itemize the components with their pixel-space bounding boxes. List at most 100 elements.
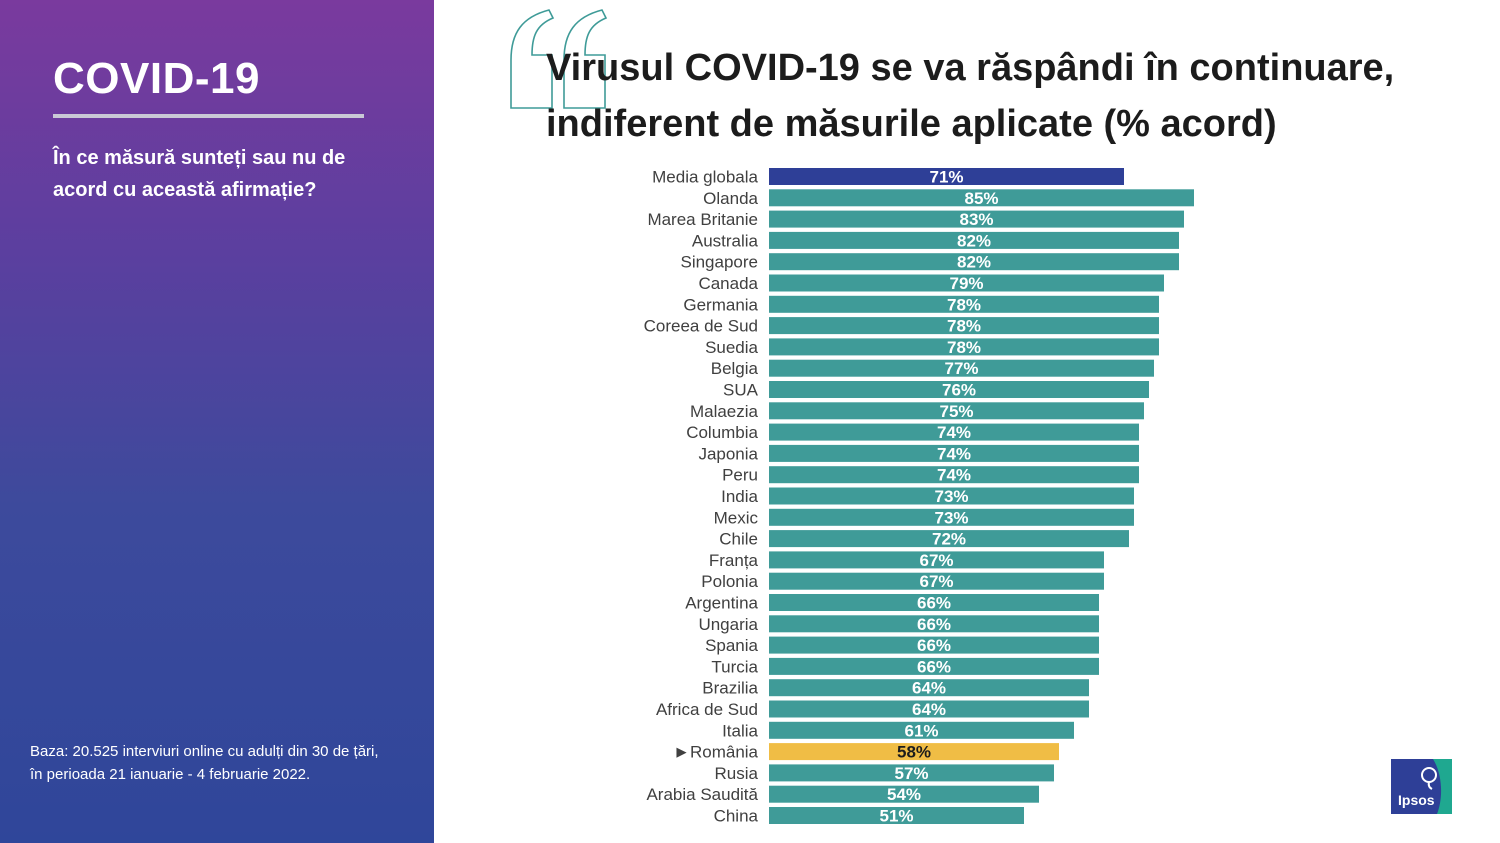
- category-label: Olanda: [703, 189, 758, 208]
- value-label: 61%: [904, 721, 938, 740]
- value-label: 74%: [937, 423, 971, 442]
- category-label: Africa de Sud: [656, 700, 758, 719]
- value-label: 67%: [919, 551, 953, 570]
- category-label: India: [721, 487, 758, 506]
- category-label: ►România: [673, 743, 758, 762]
- value-label: 74%: [937, 466, 971, 485]
- category-label: Chile: [719, 530, 758, 549]
- bar: [769, 679, 1089, 697]
- category-label: Spania: [705, 636, 758, 655]
- bar: [769, 189, 1194, 207]
- value-label: 51%: [879, 807, 913, 826]
- bar: [769, 530, 1129, 548]
- value-label: 77%: [944, 359, 978, 378]
- bar: [769, 317, 1159, 335]
- survey-question: În ce măsură sunteți sau nu de acord cu …: [53, 147, 346, 201]
- bar: [769, 168, 1124, 185]
- bar: [769, 615, 1099, 633]
- bar: [769, 785, 1039, 803]
- footnote-line-2: în perioada 21 ianuarie - 4 februarie 20…: [30, 766, 311, 783]
- ipsos-logo-icon: [1391, 759, 1452, 814]
- bar: [769, 700, 1089, 718]
- sample-footnote: Baza: 20.525 interviuri online cu adulți…: [30, 740, 425, 786]
- category-label: Germania: [683, 295, 758, 314]
- bar: [769, 381, 1149, 398]
- category-label: Argentina: [685, 594, 758, 613]
- bar: [769, 466, 1139, 484]
- category-label: Polonia: [701, 572, 758, 591]
- bar: [769, 594, 1099, 611]
- quote-mark-icon: [510, 9, 608, 109]
- value-label: 73%: [934, 487, 968, 506]
- category-label: Malaezia: [690, 402, 759, 421]
- value-label: 85%: [964, 189, 998, 208]
- chart-title-line-2: indiferent de măsurile aplicate (% acord…: [546, 103, 1277, 145]
- footnote-line-1: Baza: 20.525 interviuri online cu adulți…: [30, 743, 379, 760]
- value-label: 57%: [894, 764, 928, 783]
- sidebar-divider: [53, 114, 364, 118]
- value-label: 75%: [939, 402, 973, 421]
- bar: [769, 253, 1179, 271]
- category-label: Australia: [692, 231, 759, 250]
- bar: [769, 274, 1164, 292]
- category-label: Singapore: [680, 253, 758, 272]
- category-label: Coreea de Sud: [644, 317, 758, 336]
- value-label: 78%: [947, 317, 981, 336]
- value-label: 66%: [917, 657, 951, 676]
- bar: [769, 657, 1099, 675]
- value-label: 64%: [912, 700, 946, 719]
- bar: [769, 231, 1179, 249]
- category-label: Belgia: [711, 359, 759, 378]
- category-label: Brazilia: [702, 679, 758, 698]
- chart-title: Virusul COVID-19 se va răspândi în conti…: [546, 40, 1486, 152]
- value-label: 82%: [957, 231, 991, 250]
- value-label: 71%: [929, 168, 963, 187]
- bar: [769, 444, 1139, 462]
- bar: [769, 636, 1099, 654]
- bar: [769, 295, 1159, 313]
- value-label: 54%: [887, 785, 921, 804]
- value-label: 82%: [957, 253, 991, 272]
- bar: [769, 721, 1074, 739]
- category-label: Canada: [698, 274, 758, 293]
- category-label: China: [714, 807, 759, 826]
- bar: [769, 210, 1184, 228]
- category-label: Turcia: [711, 657, 758, 676]
- value-label: 64%: [912, 679, 946, 698]
- category-label: Japonia: [698, 444, 758, 463]
- logo-text: Ipsos: [1398, 792, 1435, 808]
- value-label: 66%: [917, 594, 951, 613]
- value-label: 72%: [932, 530, 966, 549]
- bar: [769, 487, 1134, 505]
- value-label: 73%: [934, 508, 968, 527]
- bar: [769, 807, 1024, 824]
- sidebar-panel: COVID-19 În ce măsură sunteți sau nu de …: [0, 0, 434, 843]
- value-label: 76%: [942, 381, 976, 400]
- bar: [769, 423, 1139, 441]
- value-label: 83%: [959, 210, 993, 229]
- category-label: Arabia Saudită: [646, 785, 758, 804]
- category-label: Mexic: [714, 508, 759, 527]
- category-label: Italia: [722, 721, 758, 740]
- bar: [769, 359, 1154, 377]
- category-label: Media globala: [652, 168, 758, 187]
- category-label: Ungaria: [698, 615, 758, 634]
- category-label: Marea Britanie: [647, 210, 758, 229]
- value-label: 78%: [947, 338, 981, 357]
- category-label: Suedia: [705, 338, 758, 357]
- value-label: 67%: [919, 572, 953, 591]
- bar: [769, 508, 1134, 526]
- bar: [769, 743, 1059, 761]
- value-label: 74%: [937, 444, 971, 463]
- bar: [769, 338, 1159, 356]
- value-label: 78%: [947, 295, 981, 314]
- category-label: Columbia: [686, 423, 758, 442]
- value-label: 66%: [917, 615, 951, 634]
- value-label: 79%: [949, 274, 983, 293]
- bar: [769, 764, 1054, 782]
- chart-title-line-1: Virusul COVID-19 se va răspândi în conti…: [546, 47, 1395, 89]
- value-label: 58%: [897, 743, 931, 762]
- value-label: 66%: [917, 636, 951, 655]
- category-label: SUA: [723, 381, 759, 400]
